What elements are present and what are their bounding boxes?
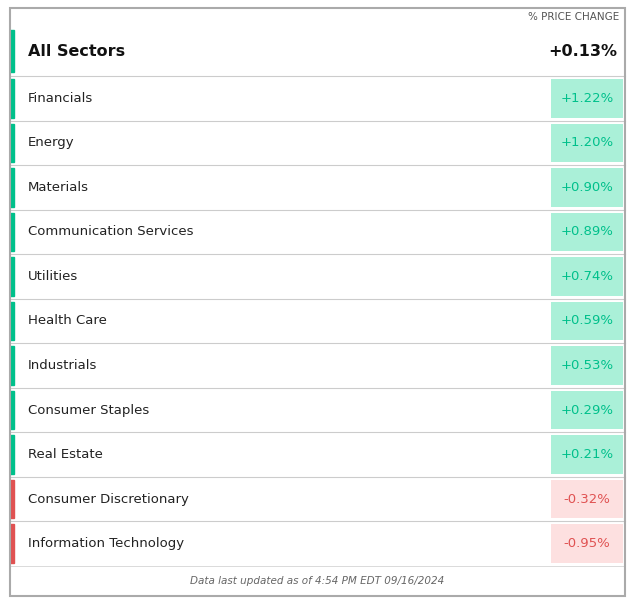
Text: +0.89%: +0.89% [561, 225, 613, 238]
Text: Consumer Discretionary: Consumer Discretionary [28, 493, 189, 505]
Text: +1.20%: +1.20% [561, 136, 613, 149]
Text: Utilities: Utilities [28, 270, 78, 283]
Text: % PRICE CHANGE: % PRICE CHANGE [528, 12, 619, 22]
Bar [10, 346, 14, 385]
Bar [551, 435, 623, 474]
Text: Industrials: Industrials [28, 359, 97, 372]
Bar [551, 346, 623, 385]
Text: Information Technology: Information Technology [28, 538, 184, 550]
Bar [551, 257, 623, 296]
Bar [551, 79, 623, 118]
Bar [10, 302, 14, 341]
Bar [551, 480, 623, 519]
Text: -0.32%: -0.32% [564, 493, 610, 505]
Bar [10, 30, 14, 72]
Bar [551, 302, 623, 341]
Bar [10, 168, 14, 207]
Text: Health Care: Health Care [28, 315, 107, 327]
Text: +0.13%: +0.13% [548, 44, 617, 59]
Text: Real Estate: Real Estate [28, 448, 103, 461]
Text: +0.59%: +0.59% [561, 315, 613, 327]
Bar [10, 480, 14, 519]
Text: All Sectors: All Sectors [28, 44, 125, 59]
Text: +1.22%: +1.22% [560, 92, 613, 105]
Bar [10, 213, 14, 251]
Text: +0.53%: +0.53% [561, 359, 613, 372]
Bar [10, 435, 14, 474]
Text: +0.74%: +0.74% [561, 270, 613, 283]
Bar [10, 257, 14, 296]
Bar [551, 524, 623, 563]
Bar [551, 213, 623, 251]
Bar [10, 524, 14, 563]
Text: +0.29%: +0.29% [561, 404, 613, 416]
Bar [551, 391, 623, 430]
Bar [10, 79, 14, 118]
Bar [551, 168, 623, 207]
Text: -0.95%: -0.95% [564, 538, 610, 550]
Text: +0.21%: +0.21% [561, 448, 613, 461]
Text: Materials: Materials [28, 181, 89, 194]
Bar [10, 391, 14, 430]
Bar [10, 124, 14, 162]
Text: Energy: Energy [28, 136, 75, 149]
Text: Communication Services: Communication Services [28, 225, 194, 238]
Text: Financials: Financials [28, 92, 93, 105]
Text: +0.90%: +0.90% [561, 181, 613, 194]
Text: Data last updated as of 4:54 PM EDT 09/16/2024: Data last updated as of 4:54 PM EDT 09/1… [190, 576, 444, 586]
Text: Consumer Staples: Consumer Staples [28, 404, 149, 416]
Bar [551, 124, 623, 162]
